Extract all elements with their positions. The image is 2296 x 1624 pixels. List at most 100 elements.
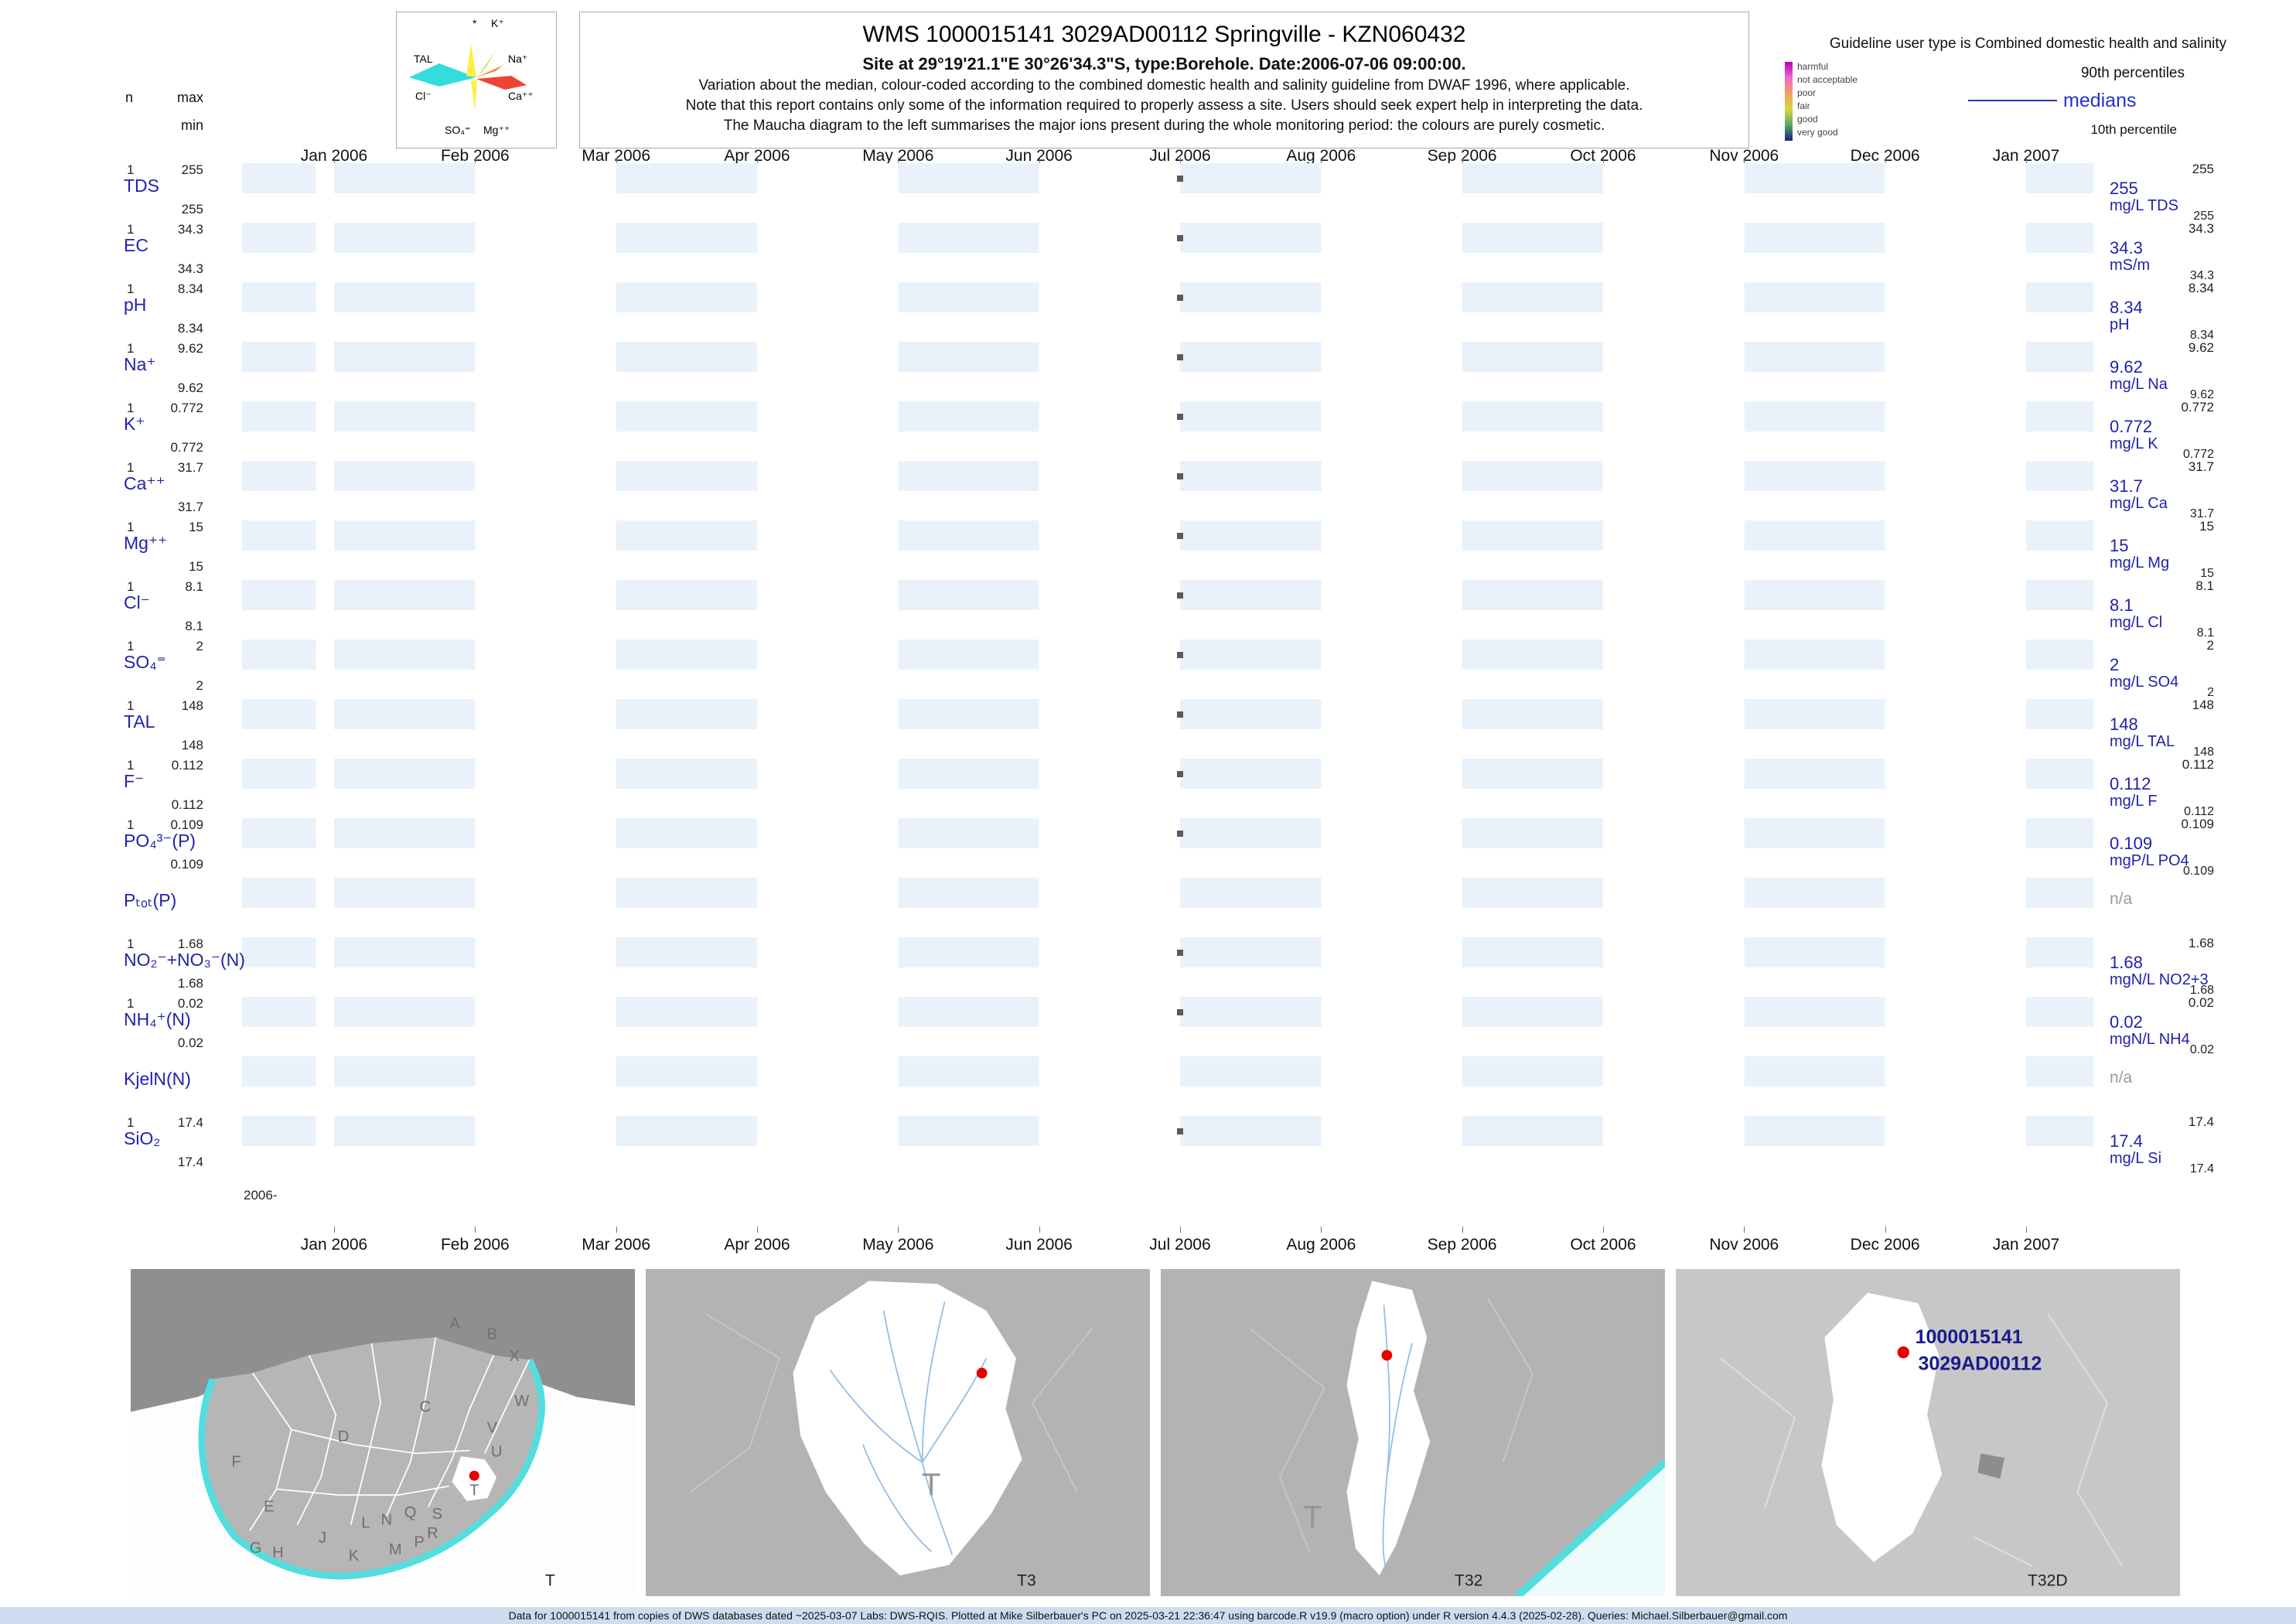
catchment-t32d	[1821, 1292, 1943, 1562]
unit-label: mg/L Ca	[2110, 495, 2168, 512]
data-point	[1177, 354, 1183, 360]
parameter-row-nh4: 1 0.02 0.02 NH₄⁺(N) 0.02 0.02 mgN/L NH4 0.02	[0, 995, 2296, 1056]
parameter-label: Cl⁻	[124, 592, 150, 612]
axis-tick	[1179, 158, 1181, 164]
max-value: 255	[181, 162, 203, 177]
month-label: Sep 2006	[1427, 147, 1497, 165]
south-africa-land	[201, 1337, 542, 1577]
month-label: Nov 2006	[1709, 147, 1779, 165]
month-label: Aug 2006	[1286, 1236, 1356, 1254]
na-value: n/a	[2110, 890, 2133, 908]
drainage-region-letter-F: F	[231, 1454, 241, 1471]
year-label: 2006-	[244, 1188, 278, 1203]
parameter-label: TAL	[124, 711, 155, 732]
maucha-label-ca: Ca⁺⁺	[508, 90, 534, 102]
month-label: Apr 2006	[724, 147, 790, 165]
month-label: Jul 2006	[1149, 147, 1211, 165]
drainage-region-letter-D: D	[338, 1428, 350, 1445]
sample-count: 1	[127, 937, 135, 951]
parameter-row-po4: 1 0.109 0.109 PO₄³⁻(P) 0.109 0.109 mgP/L PO4 0.…	[0, 817, 2296, 878]
median-value: 0.02	[2110, 1012, 2143, 1032]
max-value: 31.7	[177, 460, 203, 475]
month-label: Feb 2006	[440, 1236, 510, 1254]
drainage-region-letter-B: B	[487, 1325, 497, 1343]
month-label: Sep 2006	[1427, 1236, 1497, 1254]
na-value: n/a	[2110, 1069, 2133, 1087]
map1-region-code: T	[545, 1572, 555, 1590]
p10-value: 0.772	[2182, 448, 2214, 461]
neighbor-boundaries	[690, 1312, 1093, 1493]
data-point	[1177, 235, 1183, 241]
parameter-label: SO₄⁼	[124, 652, 166, 672]
median-value: 0.112	[2110, 774, 2151, 793]
sample-count: 1	[127, 281, 135, 296]
map3-region-letter: T	[1303, 1499, 1322, 1535]
month-label: Nov 2006	[1709, 1236, 1779, 1254]
stat-column-headers: n max min	[0, 90, 232, 136]
sample-count: 1	[127, 996, 135, 1011]
month-label: Dec 2006	[1850, 1236, 1920, 1254]
data-point	[1177, 711, 1183, 718]
axis-tick	[1179, 1227, 1181, 1233]
median-value: 34.3	[2110, 238, 2143, 258]
max-value: 34.3	[177, 222, 203, 237]
row-band	[242, 640, 2093, 670]
parameter-row-k: 1 0.772 0.772 K⁺ 0.772 0.772 mg/L K 0.772	[0, 400, 2296, 461]
axis-tick	[1744, 158, 1745, 164]
max-value: 2	[196, 639, 203, 653]
min-value: 2	[196, 678, 203, 693]
unit-label: mg/L F	[2110, 793, 2158, 810]
p10-value: 0.02	[2189, 1043, 2214, 1056]
month-label: Feb 2006	[440, 147, 510, 165]
parameter-label: pH	[124, 295, 147, 315]
maucha-label-tal: TAL	[414, 53, 433, 65]
map-panel-region-t32: T T32	[1161, 1269, 1665, 1596]
max-value: 0.112	[171, 758, 203, 773]
data-point	[1177, 771, 1183, 777]
map-panel-region-t: T T3	[646, 1269, 1150, 1596]
p90-value: 255	[2192, 162, 2214, 176]
maucha-label-cl: Cl⁻	[415, 90, 432, 102]
p90-value: 31.7	[2188, 459, 2214, 474]
p90-value: 17.4	[2188, 1114, 2214, 1129]
sample-count: 1	[127, 222, 135, 237]
min-value: 31.7	[177, 500, 203, 514]
max-column-header: max	[176, 90, 203, 105]
max-value: 148	[181, 698, 203, 713]
drainage-region-letter-X: X	[509, 1348, 520, 1365]
sample-count: 1	[127, 1115, 135, 1130]
p90-value: 15	[2199, 519, 2214, 534]
parameter-row-na: 1 9.62 9.62 Na⁺ 9.62 9.62 mg/L Na 9.62	[0, 340, 2296, 401]
row-band	[242, 401, 2093, 432]
n-column-header: n	[125, 90, 133, 105]
median-value: 0.109	[2110, 834, 2153, 853]
data-point	[1177, 592, 1183, 599]
parameter-row-f: 1 0.112 0.112 F⁻ 0.112 0.112 mg/L F 0.112	[0, 757, 2296, 818]
p10-value: 1.68	[2189, 984, 2214, 997]
map2-region-code: T3	[1017, 1572, 1036, 1590]
data-point	[1177, 295, 1183, 301]
p90-value: 0.109	[2181, 817, 2214, 831]
axis-tick	[334, 158, 335, 164]
site-marker	[1381, 1349, 1393, 1361]
month-label: Jan 2007	[1992, 147, 2060, 165]
p10-value: 31.7	[2189, 507, 2214, 520]
axis-tick	[2025, 158, 2027, 164]
parameter-row-so4: 1 2 2 SO₄⁼ 2 2 mg/L SO4 2	[0, 638, 2296, 699]
axis-tick	[898, 1227, 899, 1233]
data-point	[1177, 831, 1183, 837]
axis-tick	[1321, 158, 1322, 164]
month-label: Oct 2006	[1570, 147, 1636, 165]
guideline-class-harmful: harmful	[1797, 61, 1829, 72]
median-value: 148	[2110, 715, 2138, 734]
maucha-label-na: Na⁺	[508, 53, 528, 65]
unit-label: mg/L TAL	[2110, 733, 2175, 750]
parameter-label: Ca⁺⁺	[124, 473, 165, 493]
map2-region-letter: T	[922, 1466, 941, 1502]
drainage-region-letter-W: W	[514, 1393, 529, 1410]
medians-legend-label: medians	[2063, 90, 2137, 111]
month-label: Aug 2006	[1286, 147, 1356, 165]
p10-value: 17.4	[2189, 1162, 2214, 1175]
median-value: 31.7	[2110, 476, 2143, 496]
data-point	[1177, 1128, 1183, 1134]
